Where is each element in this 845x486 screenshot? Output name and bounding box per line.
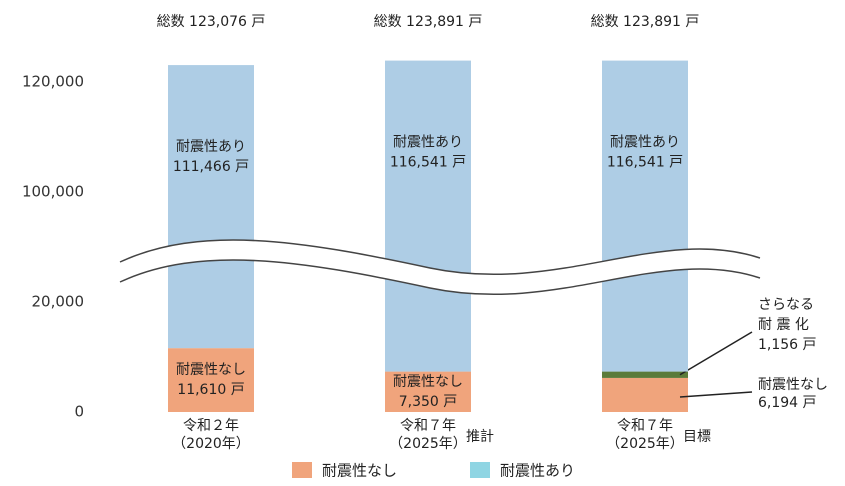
x-tick-label: （2025年）	[389, 436, 467, 452]
segment-name: 耐震性あり	[176, 139, 246, 155]
leader-line	[679, 331, 753, 376]
x-tick-label: 令和７年	[400, 418, 456, 434]
x-tick-label: （2020年）	[172, 436, 250, 452]
total-label: 総数 123,891 戸	[591, 14, 700, 30]
annotation: 耐 震 化	[758, 317, 809, 333]
value-label: 111,466 戸	[173, 159, 249, 175]
bar-segment	[602, 60, 688, 372]
legend-swatch	[292, 462, 312, 478]
bar-segment	[168, 65, 254, 349]
bar-segment	[385, 371, 471, 412]
category-note: 目標	[683, 429, 711, 445]
segment-name: 耐震性なし	[393, 374, 463, 390]
leader-line	[679, 391, 753, 398]
y-tick-label: 0	[74, 403, 84, 421]
bar-segment	[385, 60, 471, 372]
value-label: 1,156 戸	[758, 337, 817, 353]
segment-name: 耐震性あり	[610, 135, 680, 151]
legend-swatch	[470, 462, 490, 478]
total-label: 総数 123,891 戸	[374, 14, 483, 30]
y-tick-label: 120,000	[22, 73, 84, 91]
value-label: 116,541 戸	[390, 155, 466, 171]
segment-name: 耐震性あり	[393, 135, 463, 151]
legend-label: 耐震性あり	[500, 462, 575, 480]
value-label: 7,350 戸	[399, 394, 458, 410]
y-tick-label: 100,000	[22, 183, 84, 201]
category-note: 推計	[466, 429, 494, 445]
bar-segment	[168, 348, 254, 412]
value-label: 6,194 戸	[758, 395, 817, 411]
axis-break-line	[119, 259, 761, 296]
axis-break-line	[119, 239, 761, 276]
x-tick-label: （2025年）	[606, 436, 684, 452]
value-label: 116,541 戸	[607, 155, 683, 171]
axis-break	[120, 240, 760, 295]
legend-label: 耐震性なし	[322, 462, 397, 480]
y-tick-label: 20,000	[32, 293, 85, 311]
bar-segment	[602, 371, 688, 378]
value-label: 11,610 戸	[177, 382, 244, 398]
x-tick-label: 令和７年	[617, 418, 673, 434]
bar-segment	[602, 377, 688, 412]
segment-name: 耐震性なし	[176, 362, 246, 378]
total-label: 総数 123,076 戸	[157, 14, 266, 30]
annotation: 耐震性なし	[758, 377, 828, 393]
annotation: さらなる	[758, 297, 814, 313]
x-tick-label: 令和２年	[183, 418, 239, 434]
